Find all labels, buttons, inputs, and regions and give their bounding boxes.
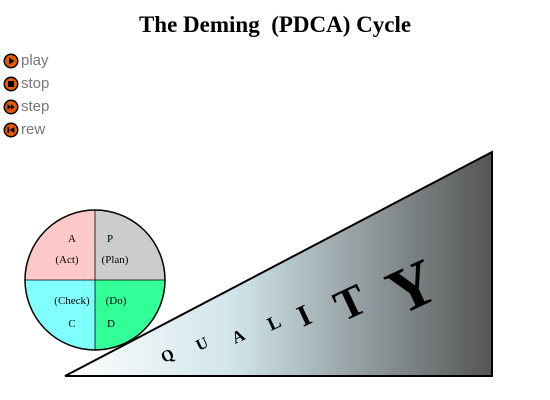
- stop-icon: [3, 76, 19, 91]
- pdca-wheel: A (Act) P (Plan) (Check) C (Do) D: [24, 209, 166, 351]
- play-icon: [3, 53, 19, 68]
- stop-label: stop: [21, 75, 50, 92]
- page-title: The Deming (PDCA) Cycle: [138, 12, 412, 37]
- rewind-label: rew: [21, 121, 46, 138]
- wheel-quadrant-act: [25, 210, 95, 280]
- wheel-act-letter: A: [68, 233, 76, 245]
- wheel-act-label: (Act): [55, 254, 79, 266]
- rewind-icon: [3, 122, 19, 137]
- wheel-check-label: (Check): [54, 295, 90, 307]
- quality-ramp: [64, 150, 493, 377]
- wheel-plan-letter: P: [107, 233, 113, 245]
- step-button[interactable]: step: [3, 95, 49, 118]
- wheel-do-label: (Do): [106, 295, 127, 307]
- step-icon: [3, 99, 19, 114]
- wheel-plan-label: (Plan): [102, 254, 129, 266]
- step-label: step: [21, 98, 50, 115]
- wheel-quadrant-do: [95, 280, 165, 350]
- playback-controls: play stop step rew: [3, 49, 49, 141]
- wheel-do-letter: D: [107, 318, 115, 330]
- rewind-button[interactable]: rew: [3, 118, 49, 141]
- wheel-quadrant-plan: [95, 210, 165, 280]
- play-label: play: [21, 52, 49, 69]
- wheel-quadrant-check: [25, 280, 95, 350]
- stop-button[interactable]: stop: [3, 72, 49, 95]
- play-button[interactable]: play: [3, 49, 49, 72]
- wheel-check-letter: C: [68, 318, 75, 330]
